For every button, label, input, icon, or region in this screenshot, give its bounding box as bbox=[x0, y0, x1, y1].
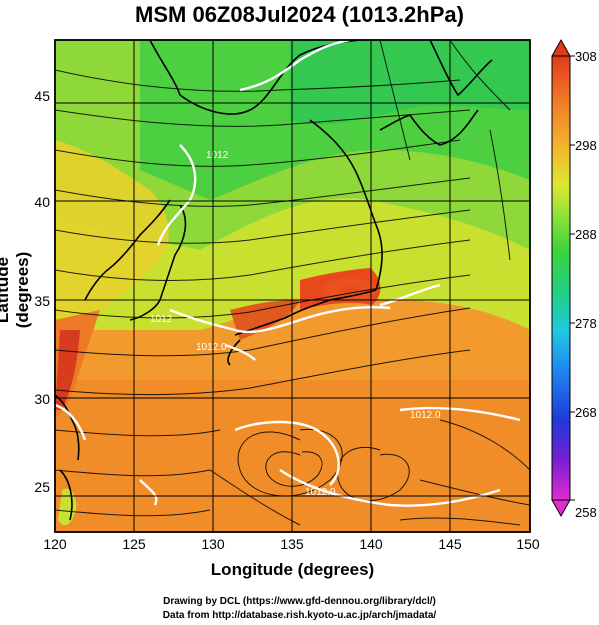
contour-label: 1012.0 bbox=[410, 410, 441, 421]
colorbar-top-arrow bbox=[551, 38, 571, 57]
contour-label: 1012 bbox=[206, 150, 229, 161]
x-tick-label: 140 bbox=[359, 536, 383, 552]
map-frame bbox=[54, 39, 531, 533]
colorbar-tick-label: 298 bbox=[575, 138, 597, 153]
contour-label: 1012 bbox=[150, 314, 173, 325]
colorbar-tick-label: 278 bbox=[575, 316, 597, 331]
y-axis-ticks: 25 30 35 40 45 bbox=[34, 88, 50, 495]
x-tick-label: 125 bbox=[122, 536, 146, 552]
coastlines bbox=[55, 40, 493, 521]
x-axis-label: Longitude (degrees) bbox=[210, 560, 375, 579]
contour-labels: 1012.0 1012.0 1012 1012.0 1012 bbox=[150, 150, 441, 498]
footer-credit-data: Data from http://database.rish.kyoto-u.a… bbox=[162, 610, 437, 621]
colorbar-tick-label: 258 bbox=[575, 505, 597, 520]
lat-lon-grid bbox=[55, 40, 530, 532]
colorbar-tick-label: 268 bbox=[575, 405, 597, 420]
y-axis-label: Latitude (degrees) bbox=[0, 251, 32, 329]
map-title: MSM 06Z08Jul2024 (1013.2hPa) bbox=[135, 2, 464, 27]
y-tick-label: 35 bbox=[34, 293, 50, 309]
x-axis-ticks: 120 125 130 135 140 145 150 bbox=[43, 536, 540, 552]
colorbar-tick-label: 288 bbox=[575, 227, 597, 242]
y-tick-label: 30 bbox=[34, 391, 50, 407]
y-tick-label: 40 bbox=[34, 194, 50, 210]
colorbar-tick-label: 308 bbox=[575, 49, 597, 64]
contour-label: 1012.0 bbox=[196, 342, 227, 353]
isobars bbox=[55, 40, 521, 507]
footer-credit-drawing: Drawing by DCL (https://www.gfd-dennou.o… bbox=[163, 596, 436, 607]
colorbar: 308 298 288 278 268 258 bbox=[551, 38, 597, 520]
x-tick-label: 150 bbox=[516, 536, 540, 552]
x-tick-label: 130 bbox=[201, 536, 225, 552]
wind-streamlines bbox=[55, 40, 530, 526]
colorbar-gradient bbox=[551, 55, 571, 501]
y-tick-label: 25 bbox=[34, 479, 50, 495]
y-tick-label: 45 bbox=[34, 88, 50, 104]
contour-label: 1012.0 bbox=[305, 487, 336, 498]
x-tick-label: 135 bbox=[280, 536, 304, 552]
colorbar-bottom-arrow bbox=[551, 499, 571, 518]
x-tick-label: 120 bbox=[43, 536, 67, 552]
x-tick-label: 145 bbox=[438, 536, 462, 552]
hot-land-region bbox=[55, 330, 80, 410]
